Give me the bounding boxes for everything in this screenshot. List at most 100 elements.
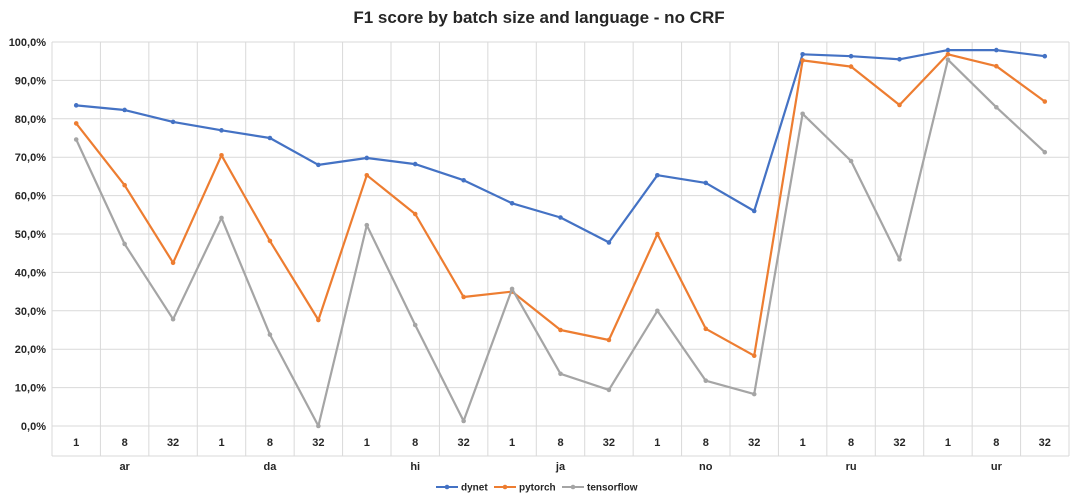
data-point-dynet: [316, 162, 321, 168]
group-label: ja: [555, 461, 566, 473]
data-point-pytorch: [219, 152, 224, 158]
data-point-dynet: [267, 135, 273, 141]
data-point-pytorch: [751, 353, 757, 359]
y-tick-label: 20,0%: [15, 344, 46, 356]
data-point-pytorch: [703, 326, 709, 332]
data-point-pytorch: [897, 102, 902, 108]
x-tick-label: 32: [893, 437, 905, 449]
data-point-tensorflow: [994, 104, 999, 110]
data-point-dynet: [897, 56, 902, 62]
x-tick-label: 8: [848, 437, 854, 449]
data-point-dynet: [848, 53, 854, 59]
data-point-pytorch: [316, 317, 321, 323]
x-tick-label: 32: [167, 437, 179, 449]
data-point-pytorch: [73, 121, 79, 126]
x-tick-label: 8: [122, 437, 128, 449]
data-point-dynet: [751, 208, 757, 214]
data-point-pytorch: [606, 337, 612, 343]
data-point-tensorflow: [170, 316, 176, 322]
chart-title: F1 score by batch size and language - no…: [353, 8, 724, 27]
data-point-dynet: [461, 177, 466, 183]
legend-marker-dynet: [444, 484, 450, 490]
data-point-dynet: [1042, 53, 1048, 59]
data-point-tensorflow: [897, 257, 902, 262]
data-point-pytorch: [364, 172, 370, 178]
x-tick-label: 8: [267, 437, 273, 449]
data-point-tensorflow: [558, 371, 563, 377]
group-label: da: [264, 461, 278, 473]
y-tick-label: 100,0%: [9, 37, 47, 49]
x-tick-label: 32: [312, 437, 324, 449]
x-tick-label: 8: [993, 437, 999, 449]
data-point-dynet: [122, 107, 127, 113]
data-point-dynet: [655, 172, 660, 178]
x-tick-label: 32: [1039, 437, 1051, 449]
series-lines: [73, 47, 1048, 429]
group-label: ru: [846, 461, 857, 473]
data-point-tensorflow: [848, 158, 854, 164]
group-label: no: [699, 461, 713, 473]
x-tick-label: 32: [458, 437, 470, 449]
data-point-tensorflow: [364, 222, 370, 228]
gridlines: [51, 41, 1070, 457]
x-tick-label: 1: [800, 437, 806, 449]
y-tick-label: 60,0%: [15, 191, 46, 203]
x-tick-label: 1: [945, 437, 951, 449]
y-tick-label: 40,0%: [15, 267, 46, 279]
x-tick-label: 1: [73, 437, 79, 449]
x-tick-label: 1: [218, 437, 224, 449]
group-label: hi: [410, 461, 420, 473]
data-point-tensorflow: [1042, 149, 1048, 155]
axes: 0,0% 10,0% 20,0% 30,0% 40,0% 50,0% 60,0% 70,0% 8…: [9, 37, 1051, 473]
data-point-dynet: [73, 103, 79, 108]
data-point-dynet: [412, 161, 418, 167]
group-label: ar: [119, 461, 130, 473]
series-line-dynet: [76, 48, 1045, 244]
data-point-dynet: [800, 51, 805, 57]
data-point-dynet: [558, 215, 563, 220]
legend-label-tensorflow: tensorflow: [587, 483, 638, 494]
legend-label-dynet: dynet: [461, 483, 488, 494]
x-tick-label: 8: [703, 437, 709, 449]
series-line-tensorflow: [75, 58, 1046, 428]
data-point-tensorflow: [509, 286, 515, 292]
data-point-tensorflow: [122, 241, 127, 247]
x-tick-label: 8: [557, 437, 563, 449]
x-tick-label: 1: [509, 437, 515, 449]
y-tick-label: 70,0%: [15, 152, 46, 164]
data-point-pytorch: [655, 231, 660, 237]
data-point-pytorch: [1042, 99, 1048, 104]
data-point-dynet: [703, 180, 709, 186]
data-point-pytorch: [945, 51, 951, 57]
data-point-tensorflow: [412, 322, 418, 328]
group-label: ur: [991, 461, 1003, 473]
data-point-dynet: [509, 200, 515, 206]
x-tick-label: 32: [748, 437, 760, 449]
data-point-tensorflow: [461, 418, 466, 424]
y-tick-label: 10,0%: [15, 383, 46, 395]
data-point-tensorflow: [945, 57, 951, 62]
data-point-pytorch: [994, 63, 999, 69]
data-point-pytorch: [412, 211, 418, 217]
data-point-dynet: [170, 119, 176, 125]
y-tick-label: 30,0%: [15, 306, 46, 318]
y-tick-label: 0,0%: [21, 421, 46, 433]
data-point-dynet: [994, 47, 999, 53]
data-point-tensorflow: [800, 111, 805, 117]
data-point-pytorch: [267, 238, 273, 244]
data-point-tensorflow: [703, 378, 709, 383]
legend-marker-tensorflow: [570, 484, 576, 490]
x-tick-label: 8: [412, 437, 418, 449]
data-point-tensorflow: [751, 391, 757, 397]
data-point-tensorflow: [73, 137, 79, 142]
data-point-dynet: [945, 47, 951, 53]
data-point-tensorflow: [606, 387, 612, 393]
data-point-pytorch: [558, 327, 563, 333]
data-point-pytorch: [848, 64, 854, 69]
y-tick-label: 80,0%: [15, 114, 46, 126]
data-point-pytorch: [800, 58, 805, 63]
x-tick-label: 32: [603, 437, 615, 449]
data-point-pytorch: [461, 294, 466, 300]
data-point-tensorflow: [316, 423, 321, 429]
